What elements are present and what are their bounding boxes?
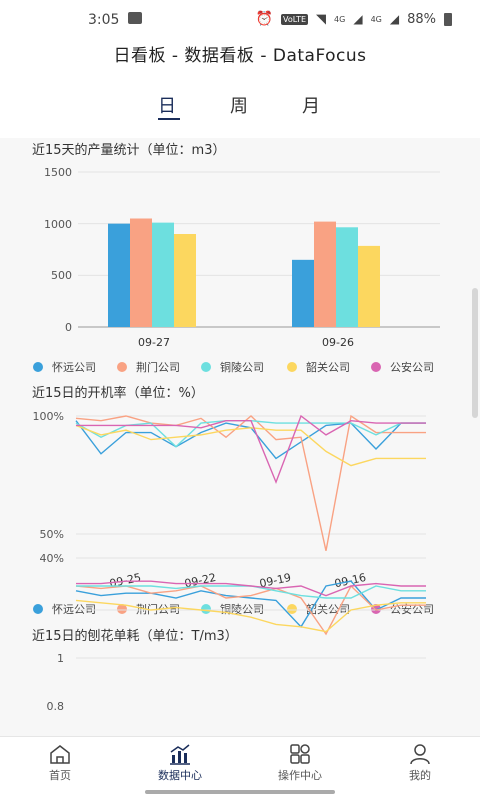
legend-marker-3: [287, 362, 297, 372]
bar-09-27-s3[interactable]: [174, 234, 196, 327]
legend-marker-0: [33, 362, 43, 372]
nav-home[interactable]: 首页: [0, 737, 120, 787]
chart2-ytick-40: 40%: [40, 552, 64, 565]
nav-data-center[interactable]: 数据中心: [120, 737, 240, 787]
chart2-grid: [76, 415, 426, 559]
nav-data-center-label: 数据中心: [158, 769, 202, 782]
bar-09-26-s2[interactable]: [336, 227, 358, 327]
status-bar: 3:05 ⏰ VoLTE ◥ 4G ◢ 4G ◢ 88%: [0, 0, 480, 40]
chart3-ytick-1: 1: [57, 652, 64, 665]
nav-mine[interactable]: 我的: [360, 737, 480, 787]
chart1-ytick-1000: 1000: [44, 218, 72, 231]
legend-label-3[interactable]: 韶关公司: [306, 360, 350, 374]
legend-label-0[interactable]: 怀远公司: [52, 603, 96, 616]
nav-operation-center[interactable]: 操作中心: [240, 737, 360, 787]
legend-label-4[interactable]: 公安公司: [390, 602, 434, 616]
legend-marker-1: [117, 604, 127, 614]
series-line-4[interactable]: [76, 414, 426, 484]
app-bar: 日看板 - 数据看板 - DataFocus: [0, 40, 480, 76]
volte-icon: VoLTE: [280, 13, 309, 25]
charts-canvas: 近15天的产量统计（单位：m3） 1500 1000 500 0 09-27 0…: [32, 142, 440, 713]
legend-label-1[interactable]: 荆门公司: [136, 360, 180, 374]
signal-2-icon: ◢: [389, 12, 400, 26]
nav-home-label: 首页: [49, 769, 71, 782]
legend-marker-2: [201, 604, 211, 614]
legend-marker-1: [117, 362, 127, 372]
alarm-icon: ⏰: [255, 11, 273, 27]
signal-1-icon: ◢: [353, 12, 363, 26]
tab-day[interactable]: 日: [158, 96, 176, 117]
legend-label-0[interactable]: 怀远公司: [52, 361, 96, 374]
chart1-ytick-500: 500: [51, 269, 72, 282]
home-indicator: [145, 790, 335, 794]
series-line-3[interactable]: [75, 599, 426, 633]
legend-label-3[interactable]: 韶关公司: [306, 602, 350, 616]
chart2-ytick-100: 100%: [33, 410, 64, 423]
series-line-0[interactable]: [75, 580, 426, 628]
series-line-1[interactable]: [75, 414, 426, 551]
legend-label-2[interactable]: 铜陵公司: [220, 360, 264, 374]
legend-marker-4: [371, 362, 381, 372]
active-tab-indicator: [158, 118, 180, 120]
chart1-legend: 怀远公司 荆门公司 铜陵公司 韶关公司 公安公司: [33, 360, 434, 374]
chart3-lines: [75, 580, 426, 636]
bar-09-26-s1[interactable]: [314, 221, 336, 327]
legend-marker-0: [33, 604, 43, 614]
chart-icon: [170, 744, 190, 765]
bar-09-26-s0[interactable]: [292, 259, 314, 327]
signal-1-label: 4G: [334, 14, 346, 24]
chart3-grid: [76, 609, 426, 659]
series-line-2[interactable]: [75, 420, 426, 448]
legend-label-2[interactable]: 铜陵公司: [220, 602, 264, 616]
chart1-xtick-0926: 09-26: [322, 336, 354, 349]
signal-2-label: 4G: [370, 14, 382, 24]
chart2-lines: [75, 414, 426, 551]
chart1-title: 近15天的产量统计（单位：m3）: [32, 142, 225, 158]
scrollbar[interactable]: [472, 288, 478, 418]
bar-09-27-s2[interactable]: [152, 222, 174, 327]
chart2-ytick-50: 50%: [40, 528, 64, 541]
chart3-ytick-08: 0.8: [47, 700, 65, 713]
status-time: 3:05: [88, 12, 120, 28]
battery-icon: [444, 12, 452, 26]
page-title: 日看板 - 数据看板 - DataFocus: [113, 46, 367, 66]
chart2-title: 近15日的开机率（单位：%）: [32, 385, 204, 401]
period-tabs: 日 周 月: [0, 88, 480, 128]
user-icon: [410, 744, 430, 765]
dashboard-content[interactable]: 近15天的产量统计（单位：m3） 1500 1000 500 0 09-27 0…: [0, 138, 480, 736]
series-line-1[interactable]: [75, 584, 426, 636]
legend-marker-2: [201, 362, 211, 372]
series-line-4[interactable]: [76, 580, 426, 597]
grid-icon: [290, 744, 310, 764]
legend-marker-3: [287, 604, 297, 614]
bar-09-26-s3[interactable]: [358, 245, 380, 327]
chart1-bars: [108, 218, 380, 328]
image-notification-icon: [128, 12, 142, 24]
chart1-xtick-0927: 09-27: [138, 336, 170, 349]
tab-week[interactable]: 周: [230, 96, 248, 117]
wifi-icon: ◥: [316, 11, 327, 27]
series-line-3[interactable]: [75, 424, 426, 467]
nav-mine-label: 我的: [409, 769, 431, 782]
bottom-nav: 首页 数据中心 操作中心 我的: [0, 736, 480, 787]
series-line-0[interactable]: [75, 420, 426, 460]
tab-month[interactable]: 月: [302, 96, 320, 117]
chart1-ytick-0: 0: [65, 321, 72, 334]
legend-label-4[interactable]: 公安公司: [390, 360, 434, 374]
chart1-ytick-1500: 1500: [44, 166, 72, 179]
battery-text: 88%: [407, 11, 436, 27]
nav-operation-center-label: 操作中心: [278, 769, 322, 782]
home-icon: [50, 745, 70, 764]
chart3-title: 近15日的刨花单耗（单位：T/m3）: [32, 628, 238, 644]
bar-09-27-s0[interactable]: [108, 223, 130, 327]
status-icons: ⏰ VoLTE ◥ 4G ◢ 4G ◢ 88%: [256, 11, 452, 27]
bar-09-27-s1[interactable]: [130, 218, 152, 328]
